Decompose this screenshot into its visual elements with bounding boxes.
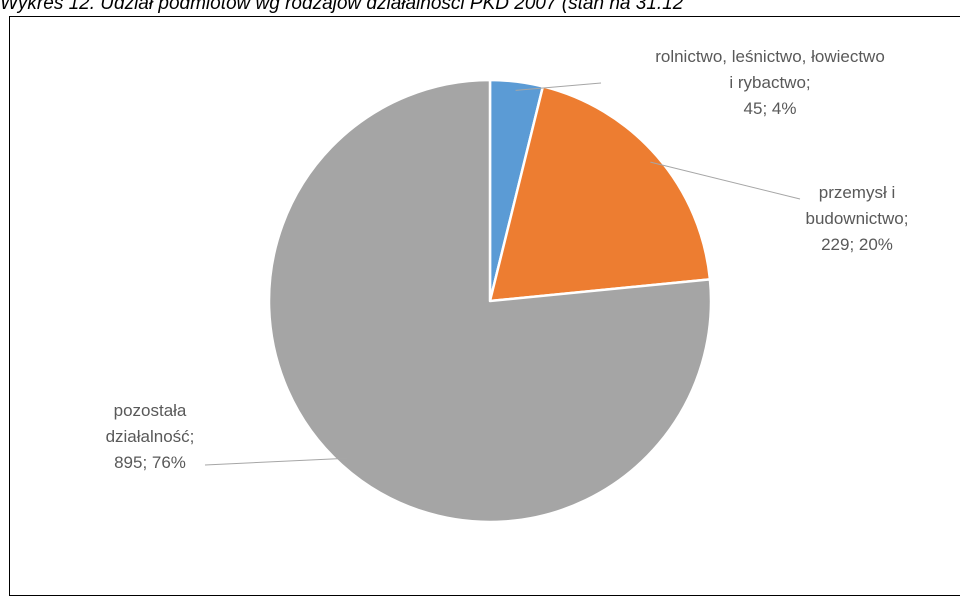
pie-chart: rolnictwo, leśnictwo, łowiectwo i rybactw…: [106, 47, 909, 524]
data-label-line: rolnictwo, leśnictwo, łowiectwo: [655, 47, 885, 66]
pie-slice-1: [488, 85, 712, 303]
data-label-line: i rybactwo;: [729, 73, 810, 92]
data-label-line: budownictwo;: [805, 209, 908, 228]
pie-slice-2: [267, 78, 713, 524]
leader-line-0: [515, 82, 602, 91]
leader-line-1: [650, 161, 801, 200]
data-label-line: pozostała: [114, 401, 187, 420]
data-label-2: pozostała działalność; 895; 76%: [106, 401, 195, 472]
leader-line-2: [204, 457, 348, 466]
data-label-1: przemysł i budownictwo; 229; 20%: [805, 183, 908, 254]
data-label-line: 229; 20%: [821, 235, 893, 254]
data-label-0: rolnictwo, leśnictwo, łowiectwo i rybactw…: [655, 47, 885, 118]
data-label-line: przemysł i: [819, 183, 896, 202]
page-title: Wykres 12. Udział podmiotów wg rodzajów …: [0, 0, 684, 14]
data-label-line: 895; 76%: [114, 453, 186, 472]
data-label-line: 45; 4%: [744, 99, 797, 118]
data-label-line: działalność;: [106, 427, 195, 446]
